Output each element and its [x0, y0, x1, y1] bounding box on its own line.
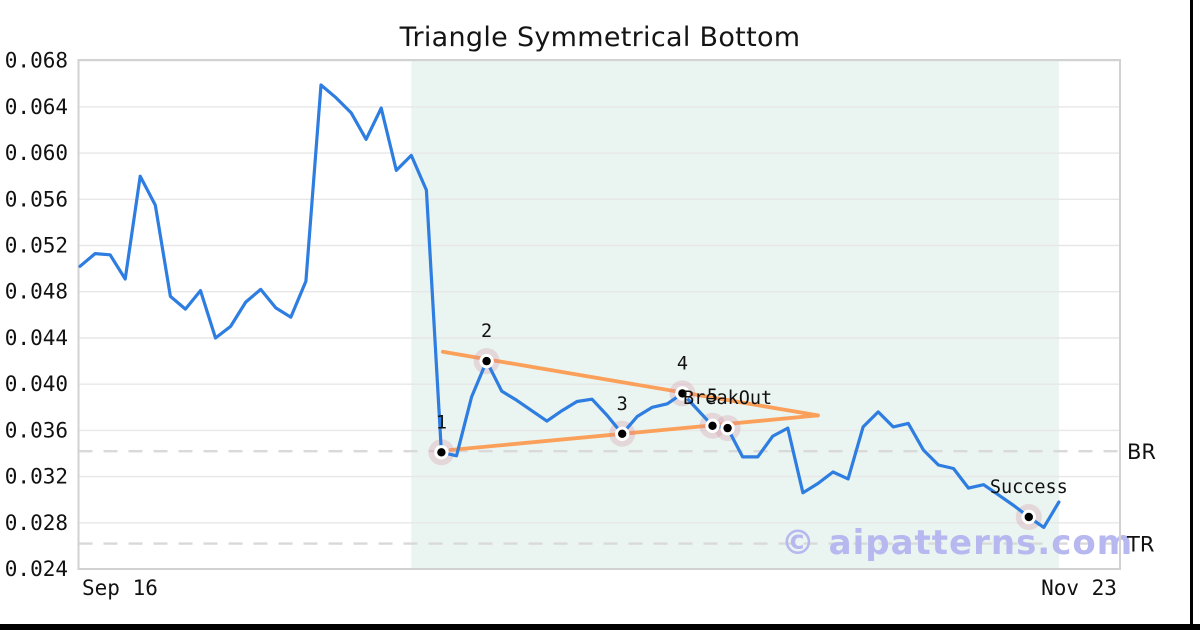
- chart-title: Triangle Symmetrical Bottom: [399, 22, 801, 53]
- marker-label-1: 1: [436, 412, 447, 433]
- window-frame-bottom-edge: [0, 624, 1200, 630]
- watermark: © aipatterns.com: [781, 523, 1133, 563]
- x-tick-label-start: Sep 16: [82, 576, 158, 600]
- marker-label-3: 3: [617, 394, 628, 415]
- marker-label-BreakOut: BreakOut: [683, 388, 772, 409]
- marker-dot-2: [482, 356, 491, 366]
- marker-dot-3: [618, 429, 627, 438]
- hline-label-BR: BR: [1127, 440, 1156, 464]
- y-tick-label: 0.024: [5, 557, 68, 581]
- trendline-lower: [448, 413, 820, 452]
- y-tick-label: 0.068: [5, 49, 68, 73]
- y-tick-label: 0.052: [5, 234, 68, 258]
- pattern-zone-highlight: [411, 61, 1059, 568]
- y-tick-label: 0.036: [5, 418, 68, 442]
- y-tick-label: 0.044: [5, 326, 68, 350]
- y-tick-label: 0.056: [5, 187, 68, 211]
- y-tick-label: 0.048: [5, 280, 68, 304]
- marker-label-4: 4: [677, 353, 688, 374]
- marker-label-5: 5: [707, 386, 718, 407]
- price-line: [78, 83, 1061, 530]
- marker-dot-4: [678, 389, 687, 398]
- marker-label-2: 2: [481, 321, 492, 342]
- marker-dot-Success: [1024, 512, 1034, 522]
- marker-dot-1: [437, 448, 446, 457]
- y-tick-label: 0.040: [5, 372, 68, 396]
- x-tick-label-end: Nov 23: [1041, 576, 1117, 600]
- hline-label-TR: TR: [1126, 533, 1154, 557]
- marker-dot-5: [708, 421, 717, 430]
- y-tick-label: 0.028: [5, 511, 68, 535]
- marker-label-Success: Success: [990, 477, 1068, 498]
- y-tick-label: 0.060: [5, 141, 68, 165]
- plot-border: [77, 59, 1121, 570]
- y-tick-label: 0.064: [5, 95, 68, 119]
- trendline-upper: [440, 349, 820, 418]
- marker-dot-BreakOut: [723, 423, 732, 433]
- window-frame-right-edge: [1190, 0, 1193, 630]
- y-tick-label: 0.032: [5, 465, 68, 489]
